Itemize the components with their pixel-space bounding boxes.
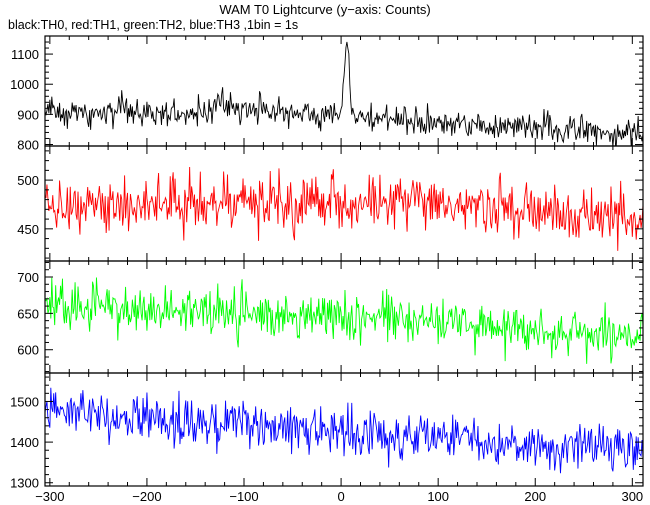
x-tick-label: 0: [337, 489, 344, 504]
series-line-th0: [45, 41, 643, 146]
panel-th2: 600 650 700: [17, 260, 644, 374]
x-tick-label: 100: [427, 489, 449, 504]
y-tick-label: 450: [17, 222, 39, 237]
panel-th0: 800 900 1000 1100: [10, 35, 644, 152]
x-tick-label: 200: [524, 489, 546, 504]
series-line-th3: [45, 387, 643, 474]
x-tick-label: −300: [35, 489, 64, 504]
y-tick-label: 900: [17, 107, 39, 122]
x-tick-label: −200: [132, 489, 161, 504]
y-tick-label: 700: [17, 270, 39, 285]
y-tick-label: 650: [17, 306, 39, 321]
x-tick-label: −100: [229, 489, 258, 504]
x-tick-label: 300: [621, 489, 643, 504]
y-tick-label: 1500: [10, 394, 39, 409]
y-tick-label: 1000: [10, 77, 39, 92]
chart-title: WAM T0 Lightcurve (y−axis: Counts): [219, 2, 431, 17]
y-tick-label: 1400: [10, 435, 39, 450]
y-tick-label: 600: [17, 343, 39, 358]
y-tick-label: 500: [17, 173, 39, 188]
chart-subtitle: black:TH0, red:TH1, green:TH2, blue:TH3 …: [8, 18, 299, 32]
y-tick-label: 800: [17, 137, 39, 152]
series-line-th1: [45, 166, 643, 251]
y-tick-label: 1300: [10, 476, 39, 491]
y-tick-label: 1100: [11, 47, 39, 62]
series-line-th2: [45, 277, 643, 364]
panel-th3: 1300 1400 1500: [10, 372, 644, 491]
panel-frame: [44, 372, 644, 487]
panel-th1: 450 500: [17, 145, 644, 262]
